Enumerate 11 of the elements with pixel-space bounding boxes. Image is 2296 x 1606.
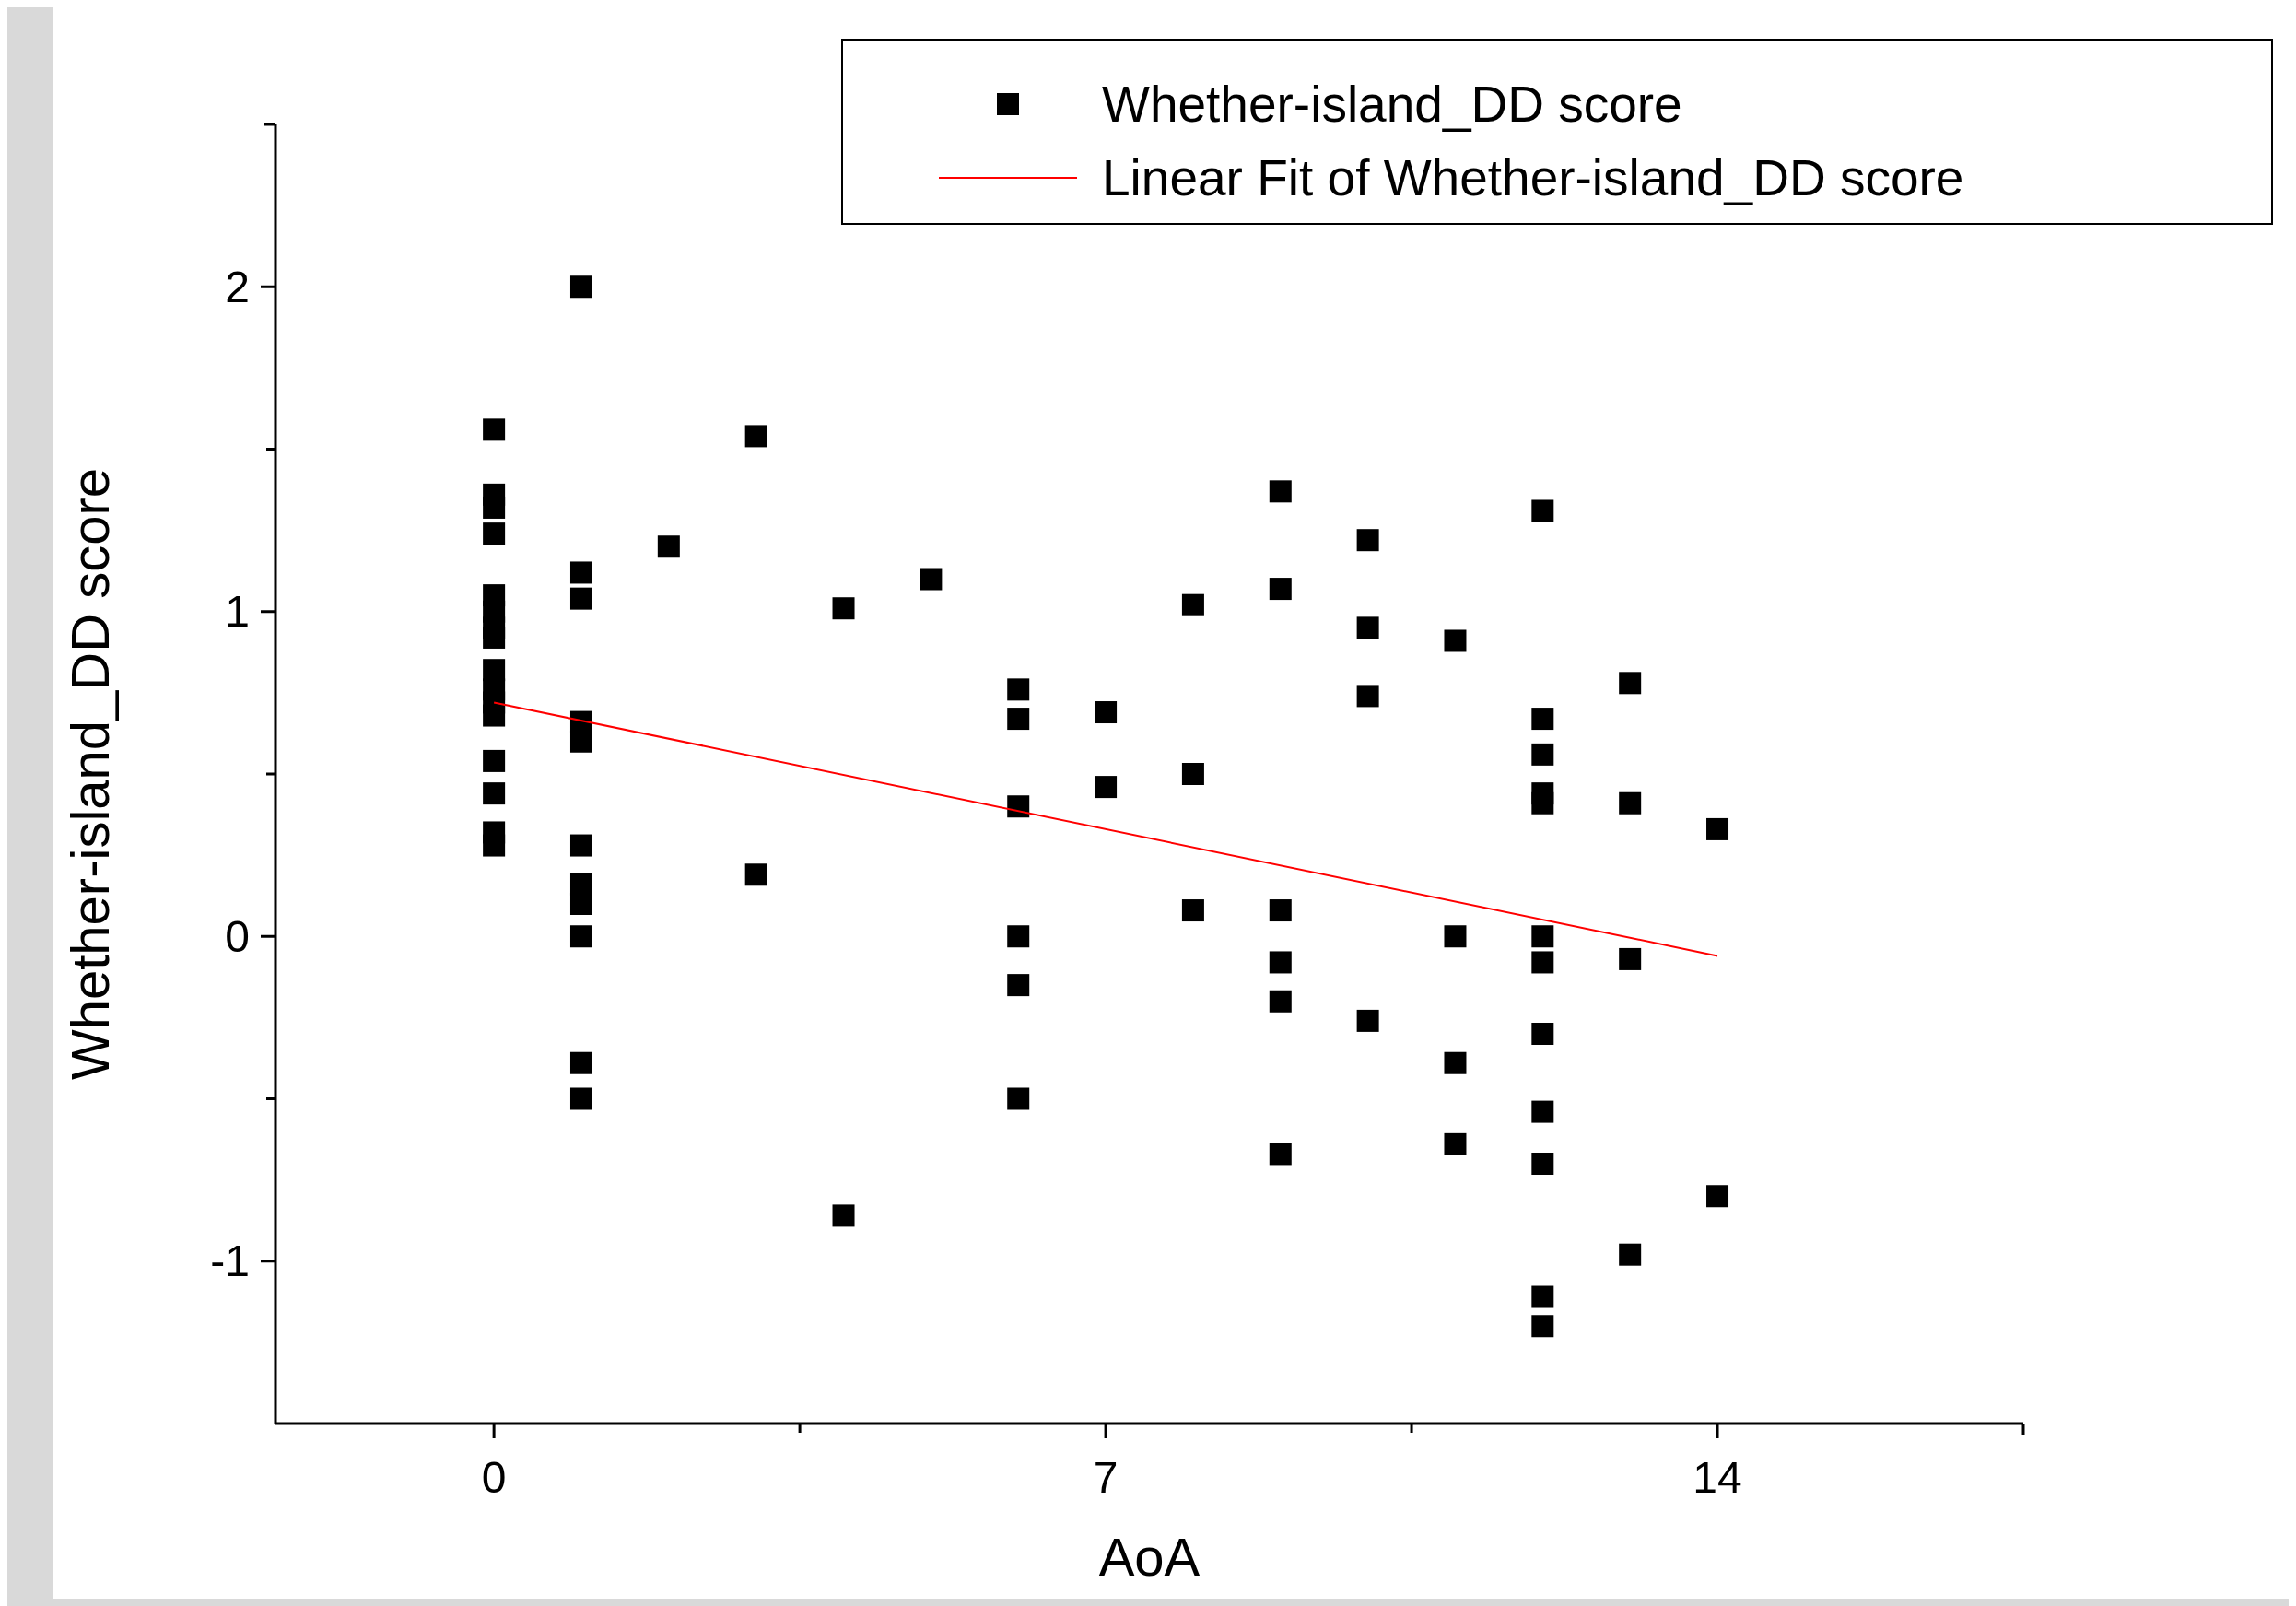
y-tick-label: 2 (225, 262, 250, 311)
y-tick-label: 1 (225, 587, 250, 637)
x-tick-label: 0 (481, 1453, 507, 1502)
y-tick-label: 0 (225, 911, 250, 961)
x-axis-title: AoA (1098, 1527, 1201, 1587)
y-axis-title: Whether-island_DD score (60, 467, 120, 1081)
legend-label: Linear Fit of Whether-island_DD score (1102, 149, 1964, 206)
x-tick-label: 14 (1693, 1453, 1742, 1502)
y-tick-label: -1 (210, 1237, 250, 1286)
legend-label: Whether-island_DD score (1102, 76, 1682, 133)
x-tick-label: 7 (1093, 1453, 1119, 1502)
